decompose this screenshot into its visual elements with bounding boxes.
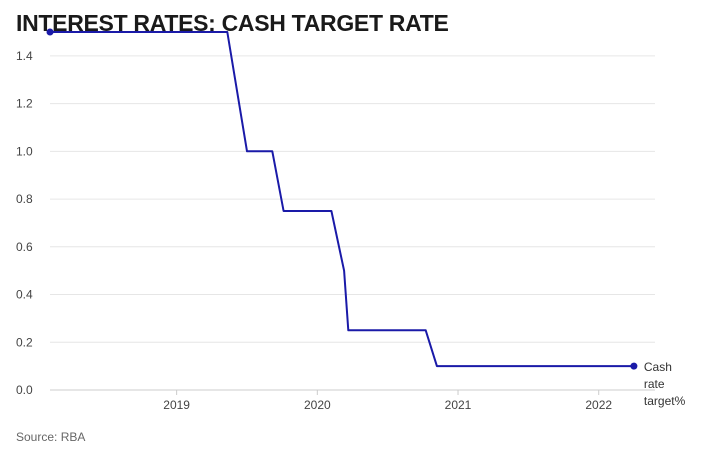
y-tick-label: 0.2 [16, 335, 33, 349]
x-axis-ticks: 2019 2020 2021 2022 [163, 390, 612, 412]
source-note: Source: RBA [16, 430, 86, 444]
y-tick-label: 0.8 [16, 192, 33, 206]
series-start-point [46, 28, 54, 36]
x-tick-label: 2021 [445, 398, 472, 412]
x-tick-label: 2019 [163, 398, 190, 412]
series-end-point [630, 362, 638, 370]
x-tick-label: 2020 [304, 398, 331, 412]
series-label: Cash rate target% [644, 360, 686, 408]
y-axis-ticks: 0.0 0.2 0.4 0.6 0.8 1.0 1.2 1.4 [16, 49, 33, 397]
series-group: Cash rate target% [46, 28, 686, 408]
grid-lines [50, 55, 655, 343]
y-tick-label: 1.0 [16, 144, 33, 158]
series-label-line: rate [644, 377, 665, 391]
series-line [50, 31, 634, 368]
y-tick-label: 1.2 [16, 97, 33, 111]
y-tick-label: 0.0 [16, 383, 33, 397]
y-tick-label: 0.4 [16, 288, 33, 302]
y-tick-label: 1.4 [16, 49, 33, 63]
series-label-line: target% [644, 394, 686, 408]
x-tick-label: 2022 [585, 398, 612, 412]
series-label-line: Cash [644, 360, 672, 374]
y-tick-label: 0.6 [16, 240, 33, 254]
